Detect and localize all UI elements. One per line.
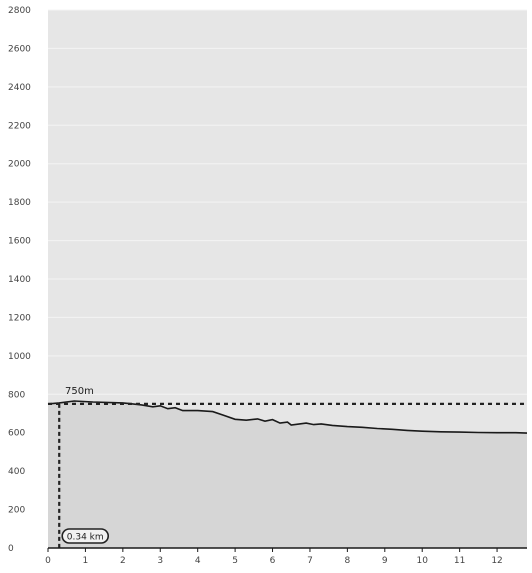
y-tick-label: 800	[8, 390, 25, 400]
x-tick-label: 2	[120, 556, 126, 566]
y-tick-label: 1200	[8, 313, 31, 323]
y-tick-label: 400	[8, 467, 25, 477]
x-tick-label: 4	[195, 556, 201, 566]
x-tick-label: 6	[270, 556, 276, 566]
x-tick-label: 8	[345, 556, 351, 566]
y-tick-label: 1800	[8, 198, 31, 208]
y-tick-label: 200	[8, 506, 25, 516]
y-tick-label: 1600	[8, 237, 31, 247]
x-tick-label: 5	[232, 556, 238, 566]
x-tick-label: 7	[307, 556, 313, 566]
reference-label: 750m	[65, 386, 94, 397]
y-tick-label: 2400	[8, 83, 31, 93]
x-tick-label: 9	[382, 556, 388, 566]
y-tick-label: 2600	[8, 44, 31, 54]
y-tick-label: 2800	[8, 6, 31, 16]
y-tick-label: 2200	[8, 121, 31, 131]
x-tick-label: 12	[491, 556, 502, 566]
x-tick-label: 3	[157, 556, 163, 566]
y-tick-label: 2000	[8, 160, 31, 170]
marker-label: 0.34 km	[67, 533, 104, 543]
x-tick-label: 11	[454, 556, 465, 566]
x-tick-label: 10	[416, 556, 428, 566]
x-tick-label: 1	[83, 556, 89, 566]
y-axis: 0 200 400 600 800 1000 1200 1400 1600 1800 2000 220…	[8, 6, 31, 554]
y-tick-label: 600	[8, 429, 25, 439]
y-tick-label: 1000	[8, 352, 31, 362]
x-tick-label: 0	[45, 556, 51, 566]
y-tick-label: 1400	[8, 275, 31, 285]
x-axis: 0 1 2 3 4 5 6 7 8 9 10 11 12	[45, 548, 527, 566]
y-tick-label: 0	[8, 544, 14, 554]
